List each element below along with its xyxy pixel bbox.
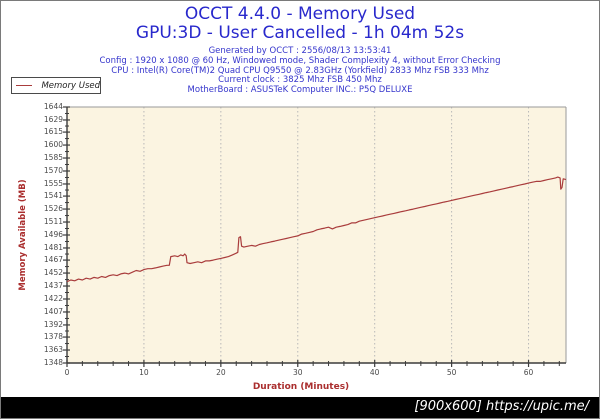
plot-area <box>63 106 567 367</box>
legend-label: Memory Used <box>41 80 100 91</box>
x-tick-label: 50 <box>446 368 457 377</box>
y-tick-label: 1452 <box>43 268 63 278</box>
y-tick-label: 1407 <box>43 306 63 316</box>
plot-background <box>67 107 566 363</box>
watermark-bar: [900x600] https://upic.me/ <box>1 397 599 418</box>
x-tick-label: 40 <box>369 368 380 377</box>
y-tick-label: 1615 <box>43 127 63 137</box>
x-tick-label: 20 <box>216 368 226 377</box>
x-tick-label: 0 <box>64 368 70 377</box>
x-tick-label: 10 <box>139 368 149 377</box>
y-tick-label: 1541 <box>43 191 63 201</box>
watermark-text: [900x600] https://upic.me/ <box>414 399 589 414</box>
info-cpu: CPU : Intel(R) Core(TM)2 Quad CPU Q9550 … <box>111 65 489 76</box>
page-subtitle: GPU:3D - User Cancelled - 1h 04m 52s <box>135 23 465 43</box>
y-tick-label: 1526 <box>43 204 63 214</box>
y-tick-label: 1363 <box>43 345 63 355</box>
y-tick-label: 1348 <box>43 358 63 367</box>
info-generated: Generated by OCCT : 2556/08/13 13:53:41 <box>208 46 392 56</box>
y-tick-label: 1467 <box>43 255 63 265</box>
y-tick-label: 1392 <box>43 319 63 329</box>
y-tick-label: 1600 <box>43 140 63 150</box>
y-tick-label: 1570 <box>43 166 63 175</box>
x-tick-label: 30 <box>292 368 303 377</box>
info-motherboard: MotherBoard : ASUSTeK Computer INC.: P5Q… <box>187 85 413 96</box>
y-tick-label: 1511 <box>43 217 63 227</box>
system-info-block: Generated by OCCT : 2556/08/13 13:53:41 … <box>1 46 599 96</box>
y-tick-label: 1555 <box>43 178 63 188</box>
memory-used-chart: 1644 1629 1615 1600 1585 1570 1555 1541 1526 1511… <box>1 1 599 399</box>
x-tick-label: 60 <box>523 368 534 377</box>
y-tick-label: 1422 <box>43 294 63 303</box>
y-tick-label: 1481 <box>43 242 63 252</box>
series-color-swatch <box>16 85 33 86</box>
y-tick-label: 1496 <box>43 230 63 239</box>
y-tick-label: 1585 <box>43 153 63 163</box>
memory-used-line <box>66 176 567 283</box>
info-current-clock: Current clock : 3825 Mhz FSB 450 Mhz <box>218 75 382 86</box>
chart-legend: Memory Used <box>11 77 101 94</box>
page-title: OCCT 4.4.0 - Memory Used <box>184 4 416 24</box>
y-tick-label: 1629 <box>43 114 63 124</box>
info-config: Config : 1920 x 1080 @ 60 Hz, Windowed m… <box>99 55 501 66</box>
y-tick-label: 1437 <box>43 281 63 291</box>
y-tick-label: 1378 <box>43 332 63 342</box>
y-tick-label: 1644 <box>43 102 63 111</box>
x-axis-title: Duration (Minutes) <box>252 382 350 392</box>
